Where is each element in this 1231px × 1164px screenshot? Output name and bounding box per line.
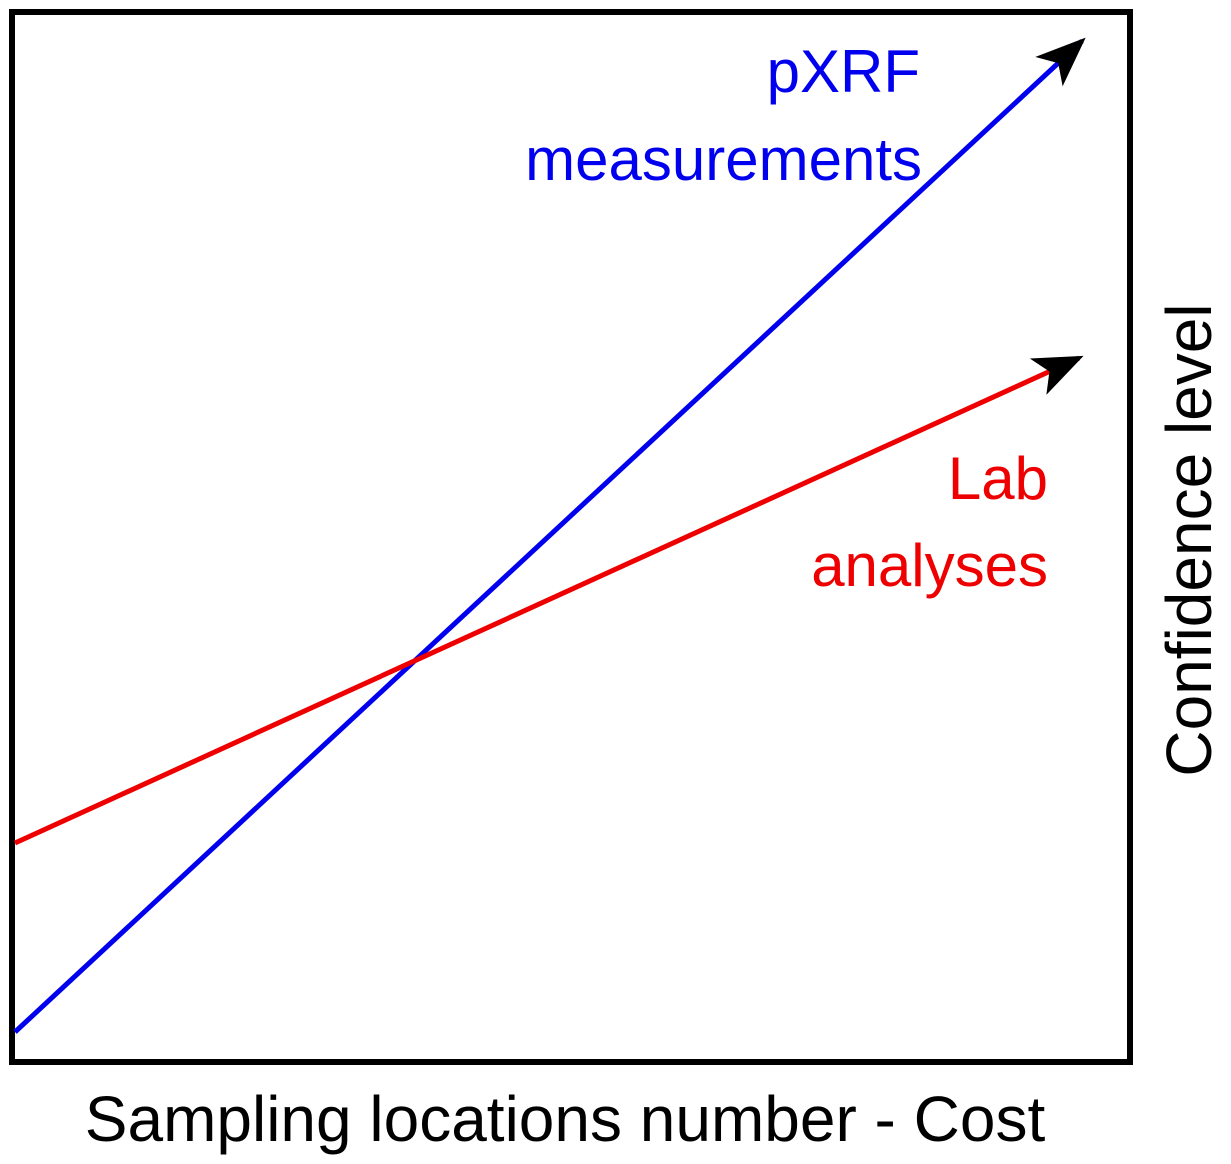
pxrf-label: measurements — [525, 126, 922, 193]
x-axis-label: Sampling locations number - Cost — [85, 1083, 1046, 1155]
y-axis-label: Confidence level — [1153, 303, 1225, 776]
lab-line — [13, 355, 1084, 846]
pxrf-line — [13, 37, 1086, 1034]
pxrf-label: pXRF — [767, 38, 920, 105]
lab-label: Lab — [948, 445, 1048, 512]
lab-label: analyses — [811, 532, 1048, 599]
frame — [9, 9, 1133, 1065]
